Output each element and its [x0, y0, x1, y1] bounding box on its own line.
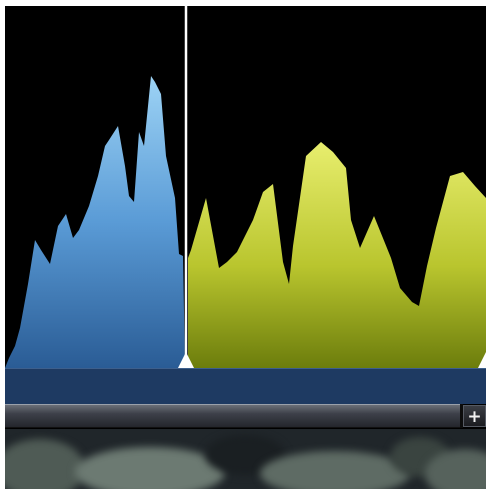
- image-preview-strip: [5, 429, 486, 489]
- right-marker-triangle-up-icon[interactable]: [478, 352, 486, 368]
- histogram-baseline-band: [5, 368, 486, 404]
- preview-blob: [5, 439, 85, 489]
- preview-blob: [260, 451, 410, 489]
- histogram-view[interactable]: [5, 6, 486, 368]
- histogram-left-area: [5, 76, 185, 368]
- left-marker-triangle-up-icon[interactable]: [178, 352, 194, 368]
- preview-blob: [75, 447, 225, 489]
- scrollbar-separator: [460, 404, 463, 428]
- add-plus-icon-button[interactable]: +: [463, 405, 486, 427]
- horizontal-scrollbar[interactable]: [5, 404, 460, 428]
- histogram-right-area: [188, 142, 486, 368]
- histogram-panel: +: [5, 6, 486, 489]
